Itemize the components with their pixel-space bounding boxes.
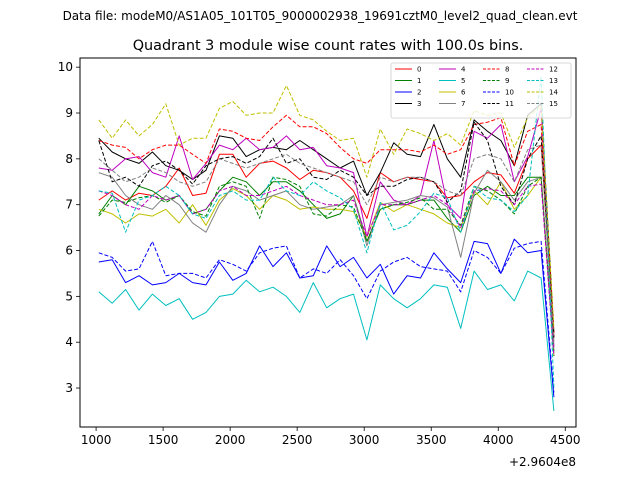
y-axis: 3 4 5 6 7 8 9 10 (58, 60, 80, 395)
legend-box (390, 62, 572, 119)
y-tick-label: 3 (65, 381, 73, 395)
series-line-9 (98, 176, 555, 357)
series-line-7 (98, 169, 555, 352)
x-tick-label: 1000 (81, 433, 112, 447)
legend-label-1: 1 (417, 77, 421, 85)
x-axis: 1000 1500 2000 2500 3000 3500 4000 4500 (81, 427, 581, 447)
y-tick-label: 8 (65, 152, 73, 166)
series-line-3 (98, 103, 555, 334)
legend-label-8: 8 (505, 66, 509, 74)
legend-label-2: 2 (417, 89, 421, 97)
x-tick-label: 1500 (148, 433, 179, 447)
chart-title: Quadrant 3 module wise count rates with … (133, 38, 524, 54)
legend-label-4: 4 (461, 66, 466, 74)
series-line-11 (98, 121, 555, 338)
plot-frame (79, 57, 577, 428)
x-tick-label: 2000 (215, 433, 246, 447)
legend-label-6: 6 (461, 89, 466, 97)
legend-label-9: 9 (505, 77, 509, 85)
series-line-8 (98, 114, 555, 334)
y-tick-label: 5 (65, 289, 73, 303)
legend-label-13: 13 (549, 77, 558, 85)
y-tick-label: 7 (65, 198, 73, 212)
legend-label-5: 5 (461, 77, 465, 85)
legend-label-12: 12 (549, 66, 558, 74)
series-line-2 (98, 238, 555, 398)
series-layer (98, 75, 555, 412)
series-line-5 (98, 270, 555, 412)
series-line-4 (98, 107, 555, 347)
chart-suptitle: Data file: modeM0/AS1A05_101T05_90000029… (63, 9, 578, 23)
y-tick-label: 6 (65, 244, 73, 258)
x-offset-label: +2.9604e8 (509, 455, 576, 469)
legend-label-15: 15 (549, 100, 558, 108)
series-line-13 (98, 75, 555, 389)
legend-label-10: 10 (505, 89, 514, 97)
y-tick-label: 4 (65, 335, 73, 349)
y-tick-label: 9 (65, 106, 73, 120)
legend-label-11: 11 (505, 100, 514, 108)
series-line-10 (98, 240, 555, 393)
legend-label-7: 7 (461, 100, 465, 108)
legend-label-3: 3 (417, 100, 421, 108)
legend-label-0: 0 (417, 66, 421, 74)
x-tick-label: 2500 (282, 433, 313, 447)
legend-label-14: 14 (549, 89, 558, 97)
y-tick-label: 10 (58, 60, 73, 74)
x-tick-label: 3500 (416, 433, 447, 447)
series-line-15 (98, 144, 555, 343)
x-tick-label: 4000 (483, 433, 514, 447)
x-tick-label: 4500 (550, 433, 581, 447)
x-tick-label: 3000 (349, 433, 380, 447)
series-line-6 (98, 176, 555, 357)
